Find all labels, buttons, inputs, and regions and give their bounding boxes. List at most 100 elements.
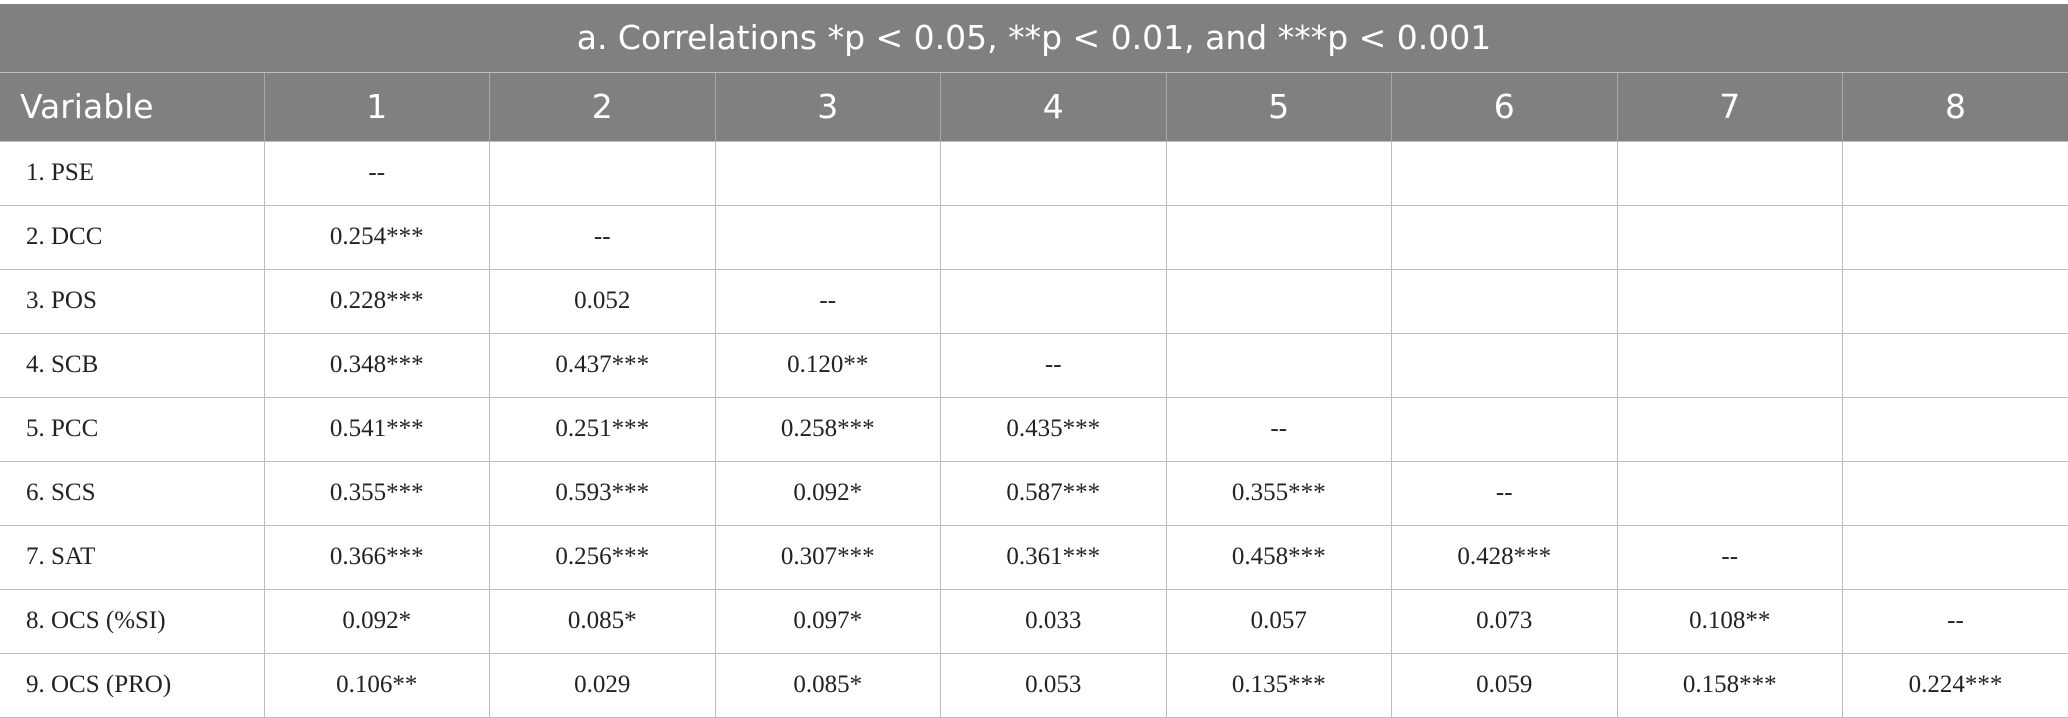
- table-cell: [490, 141, 716, 205]
- row-label: 4. SCB: [0, 333, 264, 397]
- table-cell: 0.135***: [1166, 653, 1392, 717]
- table-cell: 0.097*: [715, 589, 941, 653]
- table-cell: 0.361***: [941, 525, 1167, 589]
- table-cell: --: [1392, 461, 1618, 525]
- table-cell: 0.256***: [490, 525, 716, 589]
- table-cell: 0.053: [941, 653, 1167, 717]
- column-header: Variable: [0, 72, 264, 141]
- table-cell: [1843, 397, 2068, 461]
- table-cell: [1843, 333, 2068, 397]
- table-cell: [941, 141, 1167, 205]
- correlation-table: a. Correlations *p < 0.05, **p < 0.01, a…: [0, 4, 2068, 718]
- table-cell: [1166, 333, 1392, 397]
- table-cell: [1617, 205, 1843, 269]
- table-cell: [1843, 269, 2068, 333]
- table-cell: 0.092*: [715, 461, 941, 525]
- table-cell: --: [1843, 589, 2068, 653]
- row-label: 8. OCS (%SI): [0, 589, 264, 653]
- column-header: 5: [1166, 72, 1392, 141]
- table-cell: [1617, 269, 1843, 333]
- table-cell: 0.073: [1392, 589, 1618, 653]
- column-header: 2: [490, 72, 716, 141]
- table-cell: [1392, 269, 1618, 333]
- table-cell: [1617, 333, 1843, 397]
- table-cell: 0.428***: [1392, 525, 1618, 589]
- table-cell: [1843, 525, 2068, 589]
- table-cell: --: [1617, 525, 1843, 589]
- table-cell: [1166, 141, 1392, 205]
- table-cell: 0.106**: [264, 653, 490, 717]
- row-label: 7. SAT: [0, 525, 264, 589]
- table-cell: 0.307***: [715, 525, 941, 589]
- table-row: 1. PSE--: [0, 141, 2068, 205]
- column-header: 6: [1392, 72, 1618, 141]
- table-cell: --: [264, 141, 490, 205]
- table-cell: 0.254***: [264, 205, 490, 269]
- table-cell: 0.092*: [264, 589, 490, 653]
- table-cell: [941, 205, 1167, 269]
- table-cell: 0.052: [490, 269, 716, 333]
- table-cell: --: [941, 333, 1167, 397]
- table-cell: --: [1166, 397, 1392, 461]
- column-header: 8: [1843, 72, 2068, 141]
- table-cell: [1392, 333, 1618, 397]
- row-label: 3. POS: [0, 269, 264, 333]
- table-cell: 0.251***: [490, 397, 716, 461]
- table-cell: 0.458***: [1166, 525, 1392, 589]
- table-cell: [715, 205, 941, 269]
- table-cell: 0.435***: [941, 397, 1167, 461]
- row-label: 1. PSE: [0, 141, 264, 205]
- table-cell: 0.029: [490, 653, 716, 717]
- table-cell: 0.355***: [264, 461, 490, 525]
- row-label: 5. PCC: [0, 397, 264, 461]
- table-cell: 0.158***: [1617, 653, 1843, 717]
- table-cell: [1166, 269, 1392, 333]
- table-cell: [1166, 205, 1392, 269]
- table-cell: [1617, 397, 1843, 461]
- table-cell: [715, 141, 941, 205]
- table-cell: 0.228***: [264, 269, 490, 333]
- table-cell: 0.224***: [1843, 653, 2068, 717]
- column-header: 7: [1617, 72, 1843, 141]
- table-cell: 0.120**: [715, 333, 941, 397]
- table-cell: 0.085*: [490, 589, 716, 653]
- table-cell: 0.437***: [490, 333, 716, 397]
- table-cell: --: [715, 269, 941, 333]
- table-cell: [1392, 205, 1618, 269]
- row-label: 9. OCS (PRO): [0, 653, 264, 717]
- table-cell: 0.108**: [1617, 589, 1843, 653]
- column-header: 3: [715, 72, 941, 141]
- table-cell: 0.059: [1392, 653, 1618, 717]
- column-header: 4: [941, 72, 1167, 141]
- table-cell: --: [490, 205, 716, 269]
- column-header: 1: [264, 72, 490, 141]
- table-cell: [941, 269, 1167, 333]
- table-cell: [1392, 141, 1618, 205]
- table-cell: [1843, 141, 2068, 205]
- title-row: a. Correlations *p < 0.05, **p < 0.01, a…: [0, 4, 2068, 72]
- table-cell: [1843, 205, 2068, 269]
- table-cell: 0.085*: [715, 653, 941, 717]
- table-cell: 0.033: [941, 589, 1167, 653]
- table-cell: 0.258***: [715, 397, 941, 461]
- row-label: 2. DCC: [0, 205, 264, 269]
- table-cell: 0.348***: [264, 333, 490, 397]
- table-cell: [1843, 461, 2068, 525]
- table-cell: 0.366***: [264, 525, 490, 589]
- table-title: a. Correlations *p < 0.05, **p < 0.01, a…: [0, 4, 2068, 72]
- table-cell: 0.355***: [1166, 461, 1392, 525]
- row-label: 6. SCS: [0, 461, 264, 525]
- table-cell: 0.593***: [490, 461, 716, 525]
- table-cell: 0.587***: [941, 461, 1167, 525]
- table-cell: [1617, 141, 1843, 205]
